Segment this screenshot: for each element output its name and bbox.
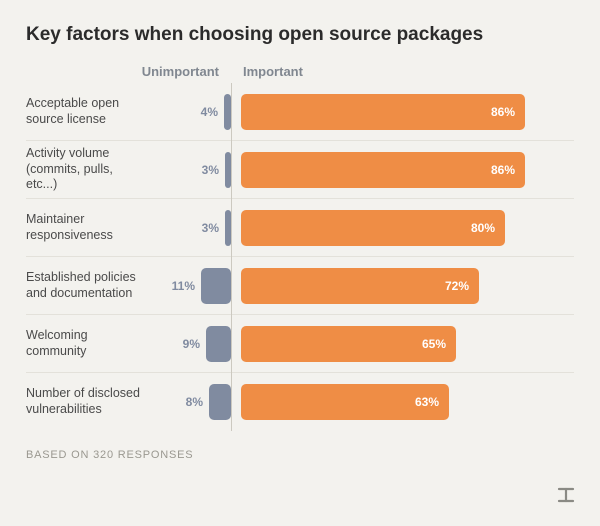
important-bar: 86%	[241, 152, 525, 188]
important-cell: 86%	[231, 141, 574, 198]
important-cell: 80%	[231, 199, 574, 256]
important-cell: 63%	[231, 373, 574, 431]
unimportant-bar	[206, 326, 231, 362]
important-value: 86%	[491, 163, 515, 177]
unimportant-cell: 4%	[148, 83, 231, 140]
unimportant-cell: 9%	[148, 315, 231, 372]
brand-logo-icon	[556, 485, 576, 510]
important-bar: 72%	[241, 268, 479, 304]
important-value: 80%	[471, 221, 495, 235]
row-label: Activity volume (commits, pulls, etc...)	[26, 146, 148, 193]
row-label: Welcoming community	[26, 328, 148, 359]
chart-row: Number of disclosed vulnerabilities 8% 63%	[26, 373, 574, 431]
important-bar: 86%	[241, 94, 525, 130]
unimportant-bar	[209, 384, 231, 420]
unimportant-value: 11%	[172, 279, 195, 293]
chart-footnote: BASED ON 320 RESPONSES	[26, 449, 574, 461]
header-unimportant: Unimportant	[26, 64, 231, 79]
important-cell: 72%	[231, 257, 574, 314]
unimportant-bar	[225, 152, 231, 188]
unimportant-bar	[225, 210, 231, 246]
chart-row: Welcoming community 9% 65%	[26, 315, 574, 373]
important-bar: 63%	[241, 384, 449, 420]
chart-container: Key factors when choosing open source pa…	[0, 0, 600, 526]
row-label: Number of disclosed vulnerabilities	[26, 386, 148, 417]
column-headers: Unimportant Important	[26, 64, 574, 79]
unimportant-value: 3%	[202, 221, 219, 235]
header-important: Important	[231, 64, 303, 79]
chart-rows: Acceptable open source license4%86%Activ…	[26, 83, 574, 431]
important-value: 63%	[415, 395, 439, 409]
row-label: Acceptable open source license	[26, 96, 148, 127]
important-bar: 80%	[241, 210, 505, 246]
unimportant-cell: 8%	[148, 373, 231, 431]
important-cell: 86%	[231, 83, 574, 140]
important-cell: 65%	[231, 315, 574, 372]
chart-row: Acceptable open source license 4% 86%	[26, 83, 574, 141]
unimportant-bar	[201, 268, 231, 304]
important-value: 86%	[491, 105, 515, 119]
unimportant-cell: 11%	[148, 257, 231, 314]
row-label: Established policies and documentation	[26, 270, 148, 301]
center-divider	[231, 83, 232, 431]
unimportant-value: 4%	[201, 105, 218, 119]
unimportant-value: 3%	[202, 163, 219, 177]
unimportant-cell: 3%	[148, 199, 231, 256]
important-value: 72%	[445, 279, 469, 293]
chart-row: Established policies and documentation 11…	[26, 257, 574, 315]
unimportant-value: 8%	[186, 395, 203, 409]
unimportant-value: 9%	[183, 337, 200, 351]
important-bar: 65%	[241, 326, 456, 362]
row-label: Maintainer responsiveness	[26, 212, 148, 243]
chart-row: Activity volume (commits, pulls, etc...)…	[26, 141, 574, 199]
chart-title: Key factors when choosing open source pa…	[26, 24, 574, 46]
unimportant-bar	[224, 94, 231, 130]
chart-row: Maintainer responsiveness 3% 80%	[26, 199, 574, 257]
unimportant-cell: 3%	[148, 141, 231, 198]
important-value: 65%	[422, 337, 446, 351]
